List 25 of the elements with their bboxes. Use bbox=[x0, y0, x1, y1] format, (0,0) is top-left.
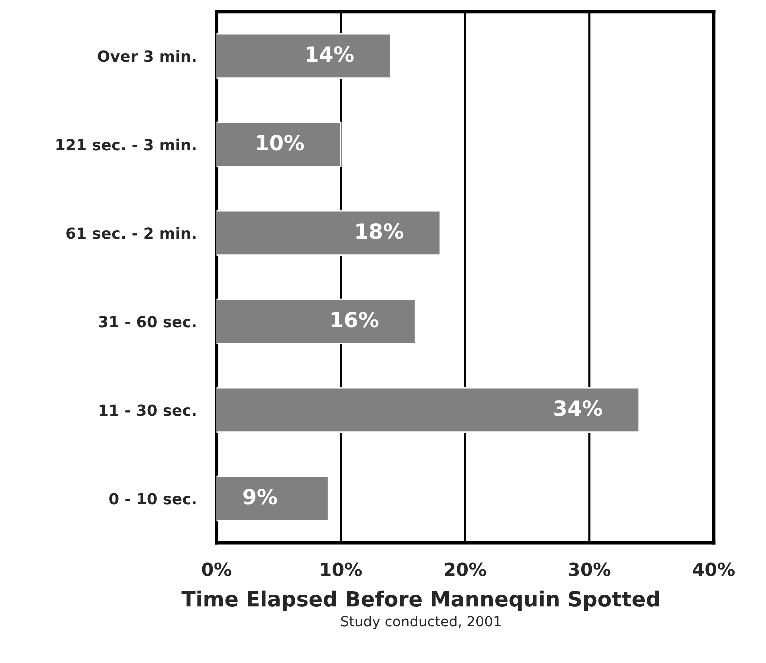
y-tick-label: 0 - 10 sec. bbox=[110, 493, 196, 505]
x-tick-label: 40% bbox=[693, 562, 735, 576]
data-label: 14% bbox=[307, 46, 354, 62]
y-tick-label: 61 sec. - 2 min. bbox=[66, 227, 196, 240]
data-label: 9% bbox=[244, 489, 278, 505]
y-tick-label: Over 3 min. bbox=[98, 50, 196, 62]
data-label: 16% bbox=[332, 312, 379, 328]
bar bbox=[216, 387, 640, 434]
y-tick-label: 11 - 30 sec. bbox=[100, 404, 196, 416]
data-label: 34% bbox=[554, 400, 602, 416]
text: Study conducted, 2001 bbox=[341, 616, 501, 630]
bar bbox=[216, 210, 442, 256]
bar bbox=[216, 122, 342, 168]
data-label: 10% bbox=[257, 134, 304, 151]
x-tick-label: 20% bbox=[445, 562, 486, 576]
bar bbox=[216, 298, 416, 345]
x-tick-label: 30% bbox=[569, 562, 611, 576]
y-tick-label: 31 - 60 sec. bbox=[99, 316, 196, 328]
bar bbox=[216, 33, 392, 80]
x-tick-label: 0% bbox=[202, 562, 232, 576]
data-label: 18% bbox=[356, 223, 404, 240]
text: Time Elapsed Before Mannequin Spotted bbox=[182, 590, 660, 611]
bar bbox=[216, 476, 330, 522]
x-tick-label: 10% bbox=[321, 562, 362, 576]
y-tick-label: 121 sec. - 3 min. bbox=[56, 138, 196, 151]
